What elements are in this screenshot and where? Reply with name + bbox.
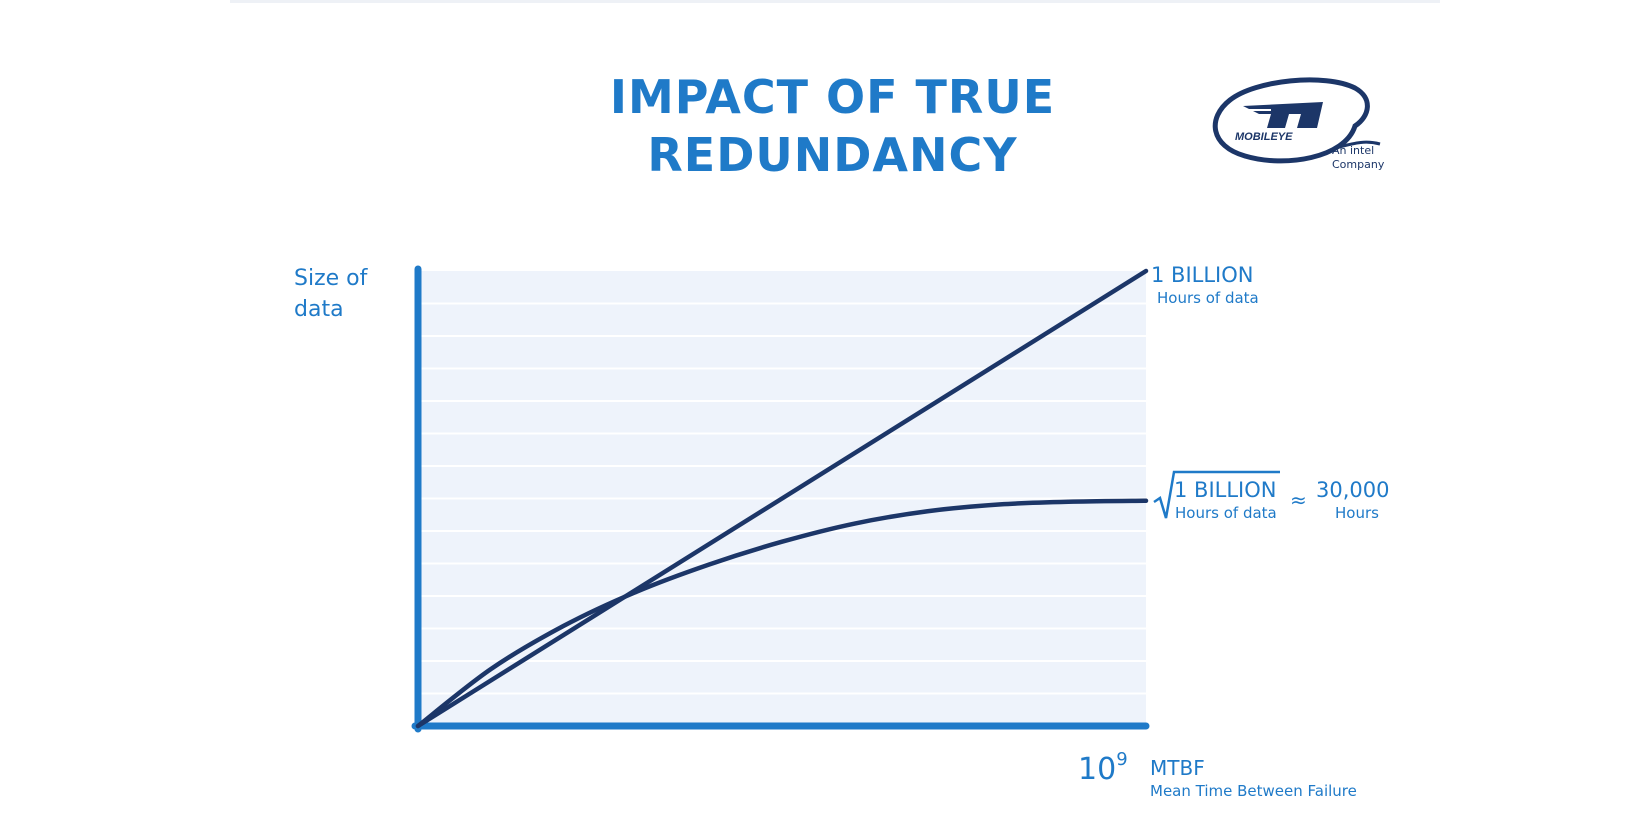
title-line-1: IMPACT OF TRUE bbox=[609, 70, 1056, 124]
series-1-label-small: Hours of data bbox=[1157, 289, 1259, 307]
top-divider bbox=[230, 0, 1440, 3]
page-title: IMPACT OF TRUE REDUNDANCY bbox=[0, 68, 1650, 184]
logo-tagline-1: An intel bbox=[1332, 144, 1375, 157]
series-2-line bbox=[415, 498, 1149, 729]
mobileye-logo-icon: MOBILEYE bbox=[1212, 77, 1381, 164]
y-axis-label-line-1: Size of bbox=[294, 266, 368, 291]
y-axis-label: Size of data bbox=[294, 263, 367, 325]
y-axis-label-line-2: data bbox=[294, 297, 344, 322]
svg-text:MOBILEYE: MOBILEYE bbox=[1235, 131, 1293, 143]
series-1-label-big: 1 BILLION bbox=[1151, 263, 1254, 287]
series-2-approx-unit: Hours bbox=[1335, 504, 1379, 522]
logo-tagline-2: Company bbox=[1332, 158, 1385, 171]
x-tick-label: 109 bbox=[1078, 742, 1128, 788]
x-axis-sublabel: Mean Time Between Failure bbox=[1150, 782, 1357, 800]
series-2-approx-value: 30,000 bbox=[1316, 478, 1390, 502]
title-line-2: REDUNDANCY bbox=[647, 128, 1018, 182]
series-2-label-big: 1 BILLION bbox=[1174, 478, 1277, 502]
x-axis-label: MTBF bbox=[1150, 756, 1205, 780]
series-1-line bbox=[415, 268, 1149, 729]
x-tick-exponent: 9 bbox=[1116, 749, 1128, 770]
sqrt-symbol-icon bbox=[1153, 470, 1280, 519]
approx-symbol: ≈ bbox=[1290, 488, 1307, 512]
logo-mobileye: MOBILEYE An intel Company bbox=[1205, 68, 1385, 178]
series-2-label-small: Hours of data bbox=[1175, 504, 1277, 522]
x-tick-base: 10 bbox=[1078, 752, 1117, 787]
